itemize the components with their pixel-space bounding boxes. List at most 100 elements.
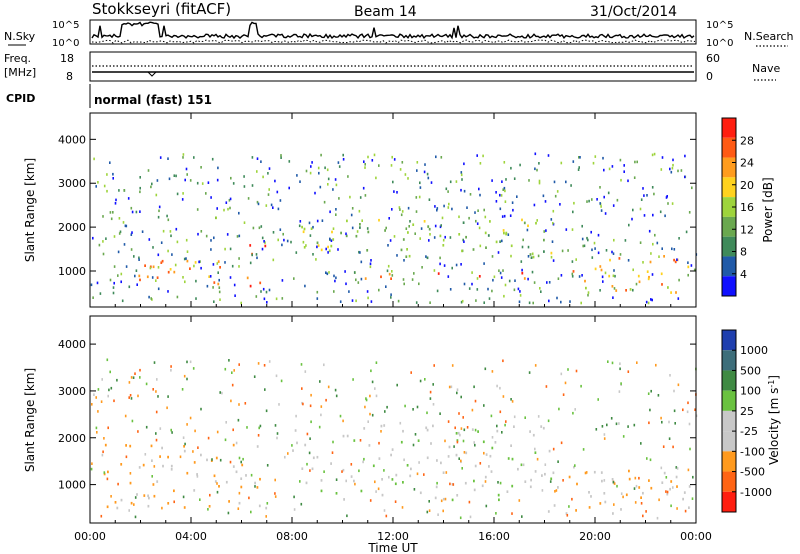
cell bbox=[490, 414, 493, 418]
cell bbox=[139, 376, 141, 379]
cell bbox=[543, 250, 545, 253]
cell bbox=[200, 166, 202, 169]
cell bbox=[428, 500, 430, 503]
cell bbox=[218, 278, 220, 282]
cell bbox=[106, 477, 109, 481]
cell bbox=[459, 516, 462, 520]
cell bbox=[583, 244, 586, 248]
cell bbox=[103, 471, 106, 474]
cell bbox=[359, 439, 362, 442]
station-title: Stokkseyri (fitACF) bbox=[92, 0, 231, 18]
cell bbox=[632, 288, 634, 292]
cell bbox=[658, 255, 660, 258]
cell bbox=[665, 490, 667, 493]
cell bbox=[183, 506, 186, 509]
cell bbox=[553, 504, 556, 507]
cell bbox=[479, 193, 481, 197]
cell bbox=[391, 274, 394, 277]
cell bbox=[366, 290, 369, 293]
cell bbox=[458, 233, 461, 236]
cell bbox=[381, 478, 383, 481]
cell bbox=[319, 185, 322, 189]
cell bbox=[212, 263, 215, 266]
cell bbox=[311, 467, 314, 471]
cell bbox=[491, 436, 494, 439]
cell bbox=[300, 502, 303, 506]
cell bbox=[119, 230, 122, 234]
cell bbox=[156, 378, 158, 381]
cell bbox=[633, 176, 636, 179]
cell bbox=[391, 208, 393, 211]
cell bbox=[445, 187, 448, 191]
cell bbox=[435, 485, 438, 489]
cell bbox=[670, 170, 673, 174]
cell bbox=[342, 468, 345, 472]
cell bbox=[300, 363, 303, 366]
cell bbox=[350, 475, 353, 478]
cell bbox=[268, 288, 271, 292]
cell bbox=[361, 219, 363, 222]
cell bbox=[632, 208, 634, 212]
cell bbox=[426, 411, 428, 415]
cell bbox=[568, 505, 570, 508]
cell bbox=[219, 298, 221, 301]
cell bbox=[115, 198, 117, 202]
cell bbox=[642, 187, 644, 190]
cell bbox=[456, 494, 459, 497]
cell bbox=[224, 247, 226, 251]
cell bbox=[266, 301, 268, 304]
cell bbox=[155, 279, 157, 282]
cell bbox=[581, 274, 583, 277]
ytick-label: 3000 bbox=[58, 385, 86, 398]
cell bbox=[218, 485, 220, 488]
cell bbox=[651, 153, 654, 157]
cell bbox=[167, 270, 170, 274]
cell bbox=[364, 166, 366, 169]
cell bbox=[244, 402, 247, 405]
cell bbox=[519, 163, 521, 167]
cell bbox=[676, 467, 679, 470]
cell bbox=[231, 383, 234, 387]
cell bbox=[129, 444, 132, 448]
cell bbox=[316, 219, 319, 223]
cell bbox=[280, 154, 282, 157]
cell bbox=[509, 214, 512, 217]
cell bbox=[134, 372, 136, 375]
cell bbox=[463, 240, 465, 243]
cell bbox=[390, 453, 392, 457]
cell bbox=[366, 227, 369, 230]
cell bbox=[688, 506, 690, 509]
cell bbox=[661, 283, 663, 286]
cell bbox=[170, 428, 172, 432]
cell bbox=[612, 480, 615, 484]
cell bbox=[326, 272, 329, 276]
cell bbox=[636, 160, 638, 164]
cell bbox=[167, 455, 169, 459]
cell bbox=[524, 416, 526, 419]
cell bbox=[434, 205, 436, 208]
cell bbox=[311, 161, 313, 164]
cell bbox=[337, 248, 339, 251]
cell bbox=[176, 192, 179, 196]
cell bbox=[440, 461, 442, 465]
cell bbox=[549, 480, 552, 483]
cell bbox=[109, 211, 112, 214]
cell bbox=[173, 500, 175, 504]
cell bbox=[536, 219, 538, 222]
cell bbox=[377, 487, 380, 491]
cell bbox=[471, 282, 473, 286]
cell bbox=[567, 368, 569, 371]
cell bbox=[375, 394, 378, 398]
cell bbox=[335, 478, 338, 481]
cell bbox=[646, 194, 648, 197]
cell bbox=[415, 301, 418, 304]
cell bbox=[642, 491, 644, 495]
cell bbox=[124, 224, 127, 228]
cell bbox=[137, 394, 139, 398]
cell bbox=[245, 474, 247, 477]
cell bbox=[449, 236, 452, 239]
cell bbox=[109, 161, 111, 164]
cell bbox=[355, 234, 358, 238]
cell bbox=[262, 287, 265, 291]
